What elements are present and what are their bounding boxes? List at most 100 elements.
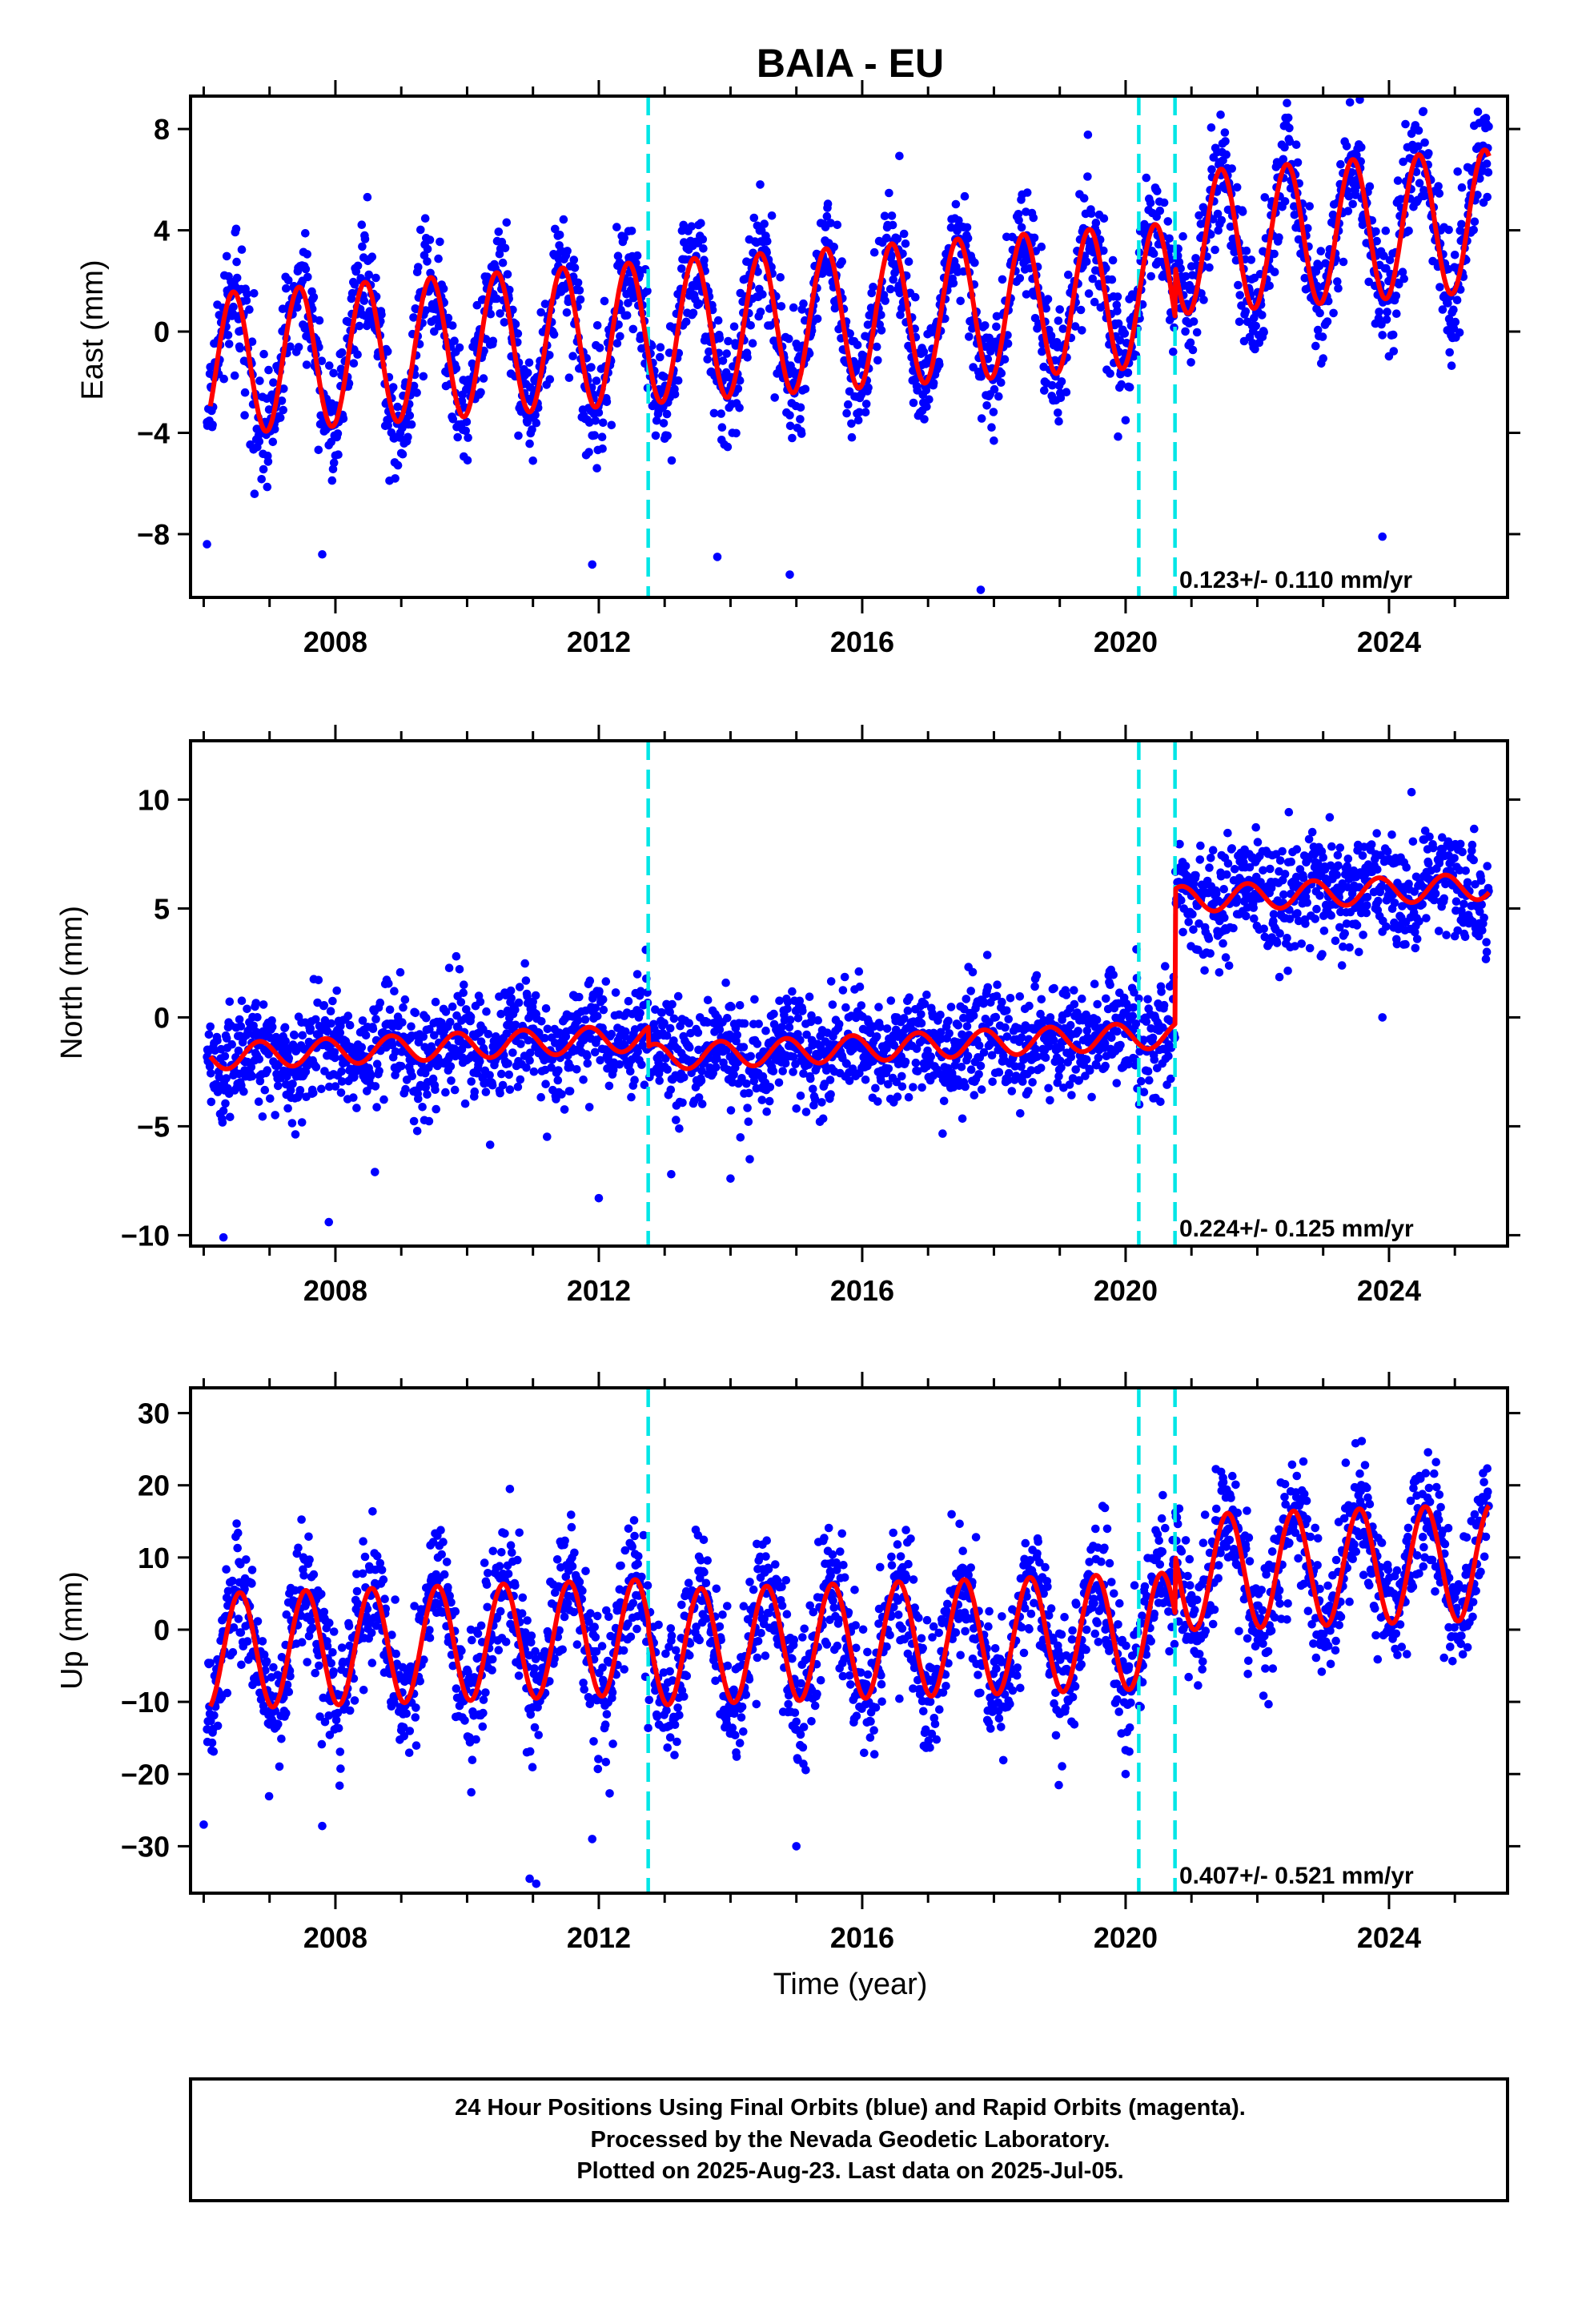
data-point <box>1484 168 1493 177</box>
data-point <box>452 951 461 961</box>
data-point <box>1357 143 1366 152</box>
data-point <box>681 317 691 327</box>
data-point <box>929 378 938 388</box>
data-point <box>911 292 920 302</box>
data-point <box>673 991 683 1001</box>
data-point <box>1411 872 1421 882</box>
data-point <box>353 350 362 360</box>
data-point <box>1229 923 1238 933</box>
data-point <box>1146 199 1155 207</box>
data-point <box>419 372 428 381</box>
data-point <box>295 1086 305 1095</box>
data-point <box>315 316 324 325</box>
data-point <box>583 1051 592 1060</box>
data-point <box>585 976 595 985</box>
data-point <box>604 1081 614 1091</box>
data-point <box>678 1098 687 1108</box>
data-point <box>785 411 794 420</box>
data-point <box>1181 271 1191 281</box>
data-point <box>297 1118 307 1127</box>
data-point <box>627 1092 636 1102</box>
data-point <box>781 1059 790 1068</box>
data-point <box>1270 249 1279 259</box>
data-point <box>1204 935 1214 943</box>
data-point <box>383 421 393 430</box>
data-point <box>1443 299 1452 308</box>
data-point <box>1260 932 1270 942</box>
data-point <box>1285 137 1295 147</box>
data-point <box>813 1015 822 1025</box>
data-point <box>264 365 273 375</box>
data-point <box>1344 191 1354 201</box>
data-point <box>994 1068 1004 1077</box>
data-point <box>887 251 896 260</box>
data-point <box>1181 327 1190 336</box>
data-point <box>705 347 713 356</box>
data-point <box>1343 854 1353 863</box>
data-point <box>885 284 895 294</box>
data-point <box>1483 192 1492 202</box>
data-point <box>869 247 879 257</box>
data-point <box>383 347 392 356</box>
data-point <box>612 339 622 348</box>
data-point <box>845 329 854 338</box>
data-point <box>419 1032 428 1041</box>
data-point <box>398 1018 407 1027</box>
data-point <box>976 1061 986 1071</box>
data-point <box>326 1007 335 1015</box>
data-point <box>1030 233 1039 243</box>
data-point <box>237 245 247 255</box>
data-point <box>203 540 211 549</box>
data-point <box>1391 292 1401 300</box>
data-point <box>1121 416 1130 425</box>
data-point <box>909 398 918 408</box>
data-point <box>1251 822 1260 832</box>
data-point <box>1280 143 1289 152</box>
data-point <box>662 409 672 419</box>
data-point <box>895 151 904 161</box>
data-point <box>332 986 342 995</box>
data-point <box>522 1063 531 1072</box>
data-point <box>872 1032 881 1041</box>
data-point <box>1032 971 1042 980</box>
data-point <box>739 1043 749 1051</box>
data-point <box>919 348 929 356</box>
data-point <box>990 436 998 445</box>
data-point <box>453 432 462 442</box>
data-point <box>596 1055 604 1065</box>
data-point <box>913 1067 922 1076</box>
data-point <box>785 1023 794 1032</box>
data-point <box>1470 217 1480 227</box>
data-point <box>1347 168 1356 177</box>
data-point <box>966 1065 976 1074</box>
data-point <box>398 449 408 459</box>
data-point <box>454 1023 463 1033</box>
y-tick-label: 8 <box>154 113 170 146</box>
data-point <box>405 411 415 420</box>
data-point <box>711 1063 721 1072</box>
data-point <box>1363 901 1371 910</box>
east-plot-frame <box>189 94 1509 599</box>
data-point <box>748 339 757 348</box>
data-point <box>926 1052 935 1061</box>
data-point <box>877 326 886 335</box>
data-point <box>992 991 1002 1001</box>
data-point <box>580 1015 590 1024</box>
data-point <box>896 310 905 320</box>
data-point <box>1449 305 1458 315</box>
data-point <box>744 1117 753 1126</box>
data-point <box>1001 1023 1010 1032</box>
data-point <box>1199 296 1208 304</box>
data-point <box>869 283 877 292</box>
data-point <box>592 464 601 472</box>
data-point <box>1259 866 1267 875</box>
data-point <box>1388 330 1398 340</box>
data-point <box>825 1076 835 1084</box>
data-point <box>969 1011 978 1020</box>
data-point <box>944 1016 953 1026</box>
data-point <box>1280 197 1290 206</box>
data-point <box>1150 1055 1159 1064</box>
data-point <box>1208 846 1218 854</box>
data-point <box>1207 230 1215 239</box>
data-point <box>337 1067 346 1076</box>
